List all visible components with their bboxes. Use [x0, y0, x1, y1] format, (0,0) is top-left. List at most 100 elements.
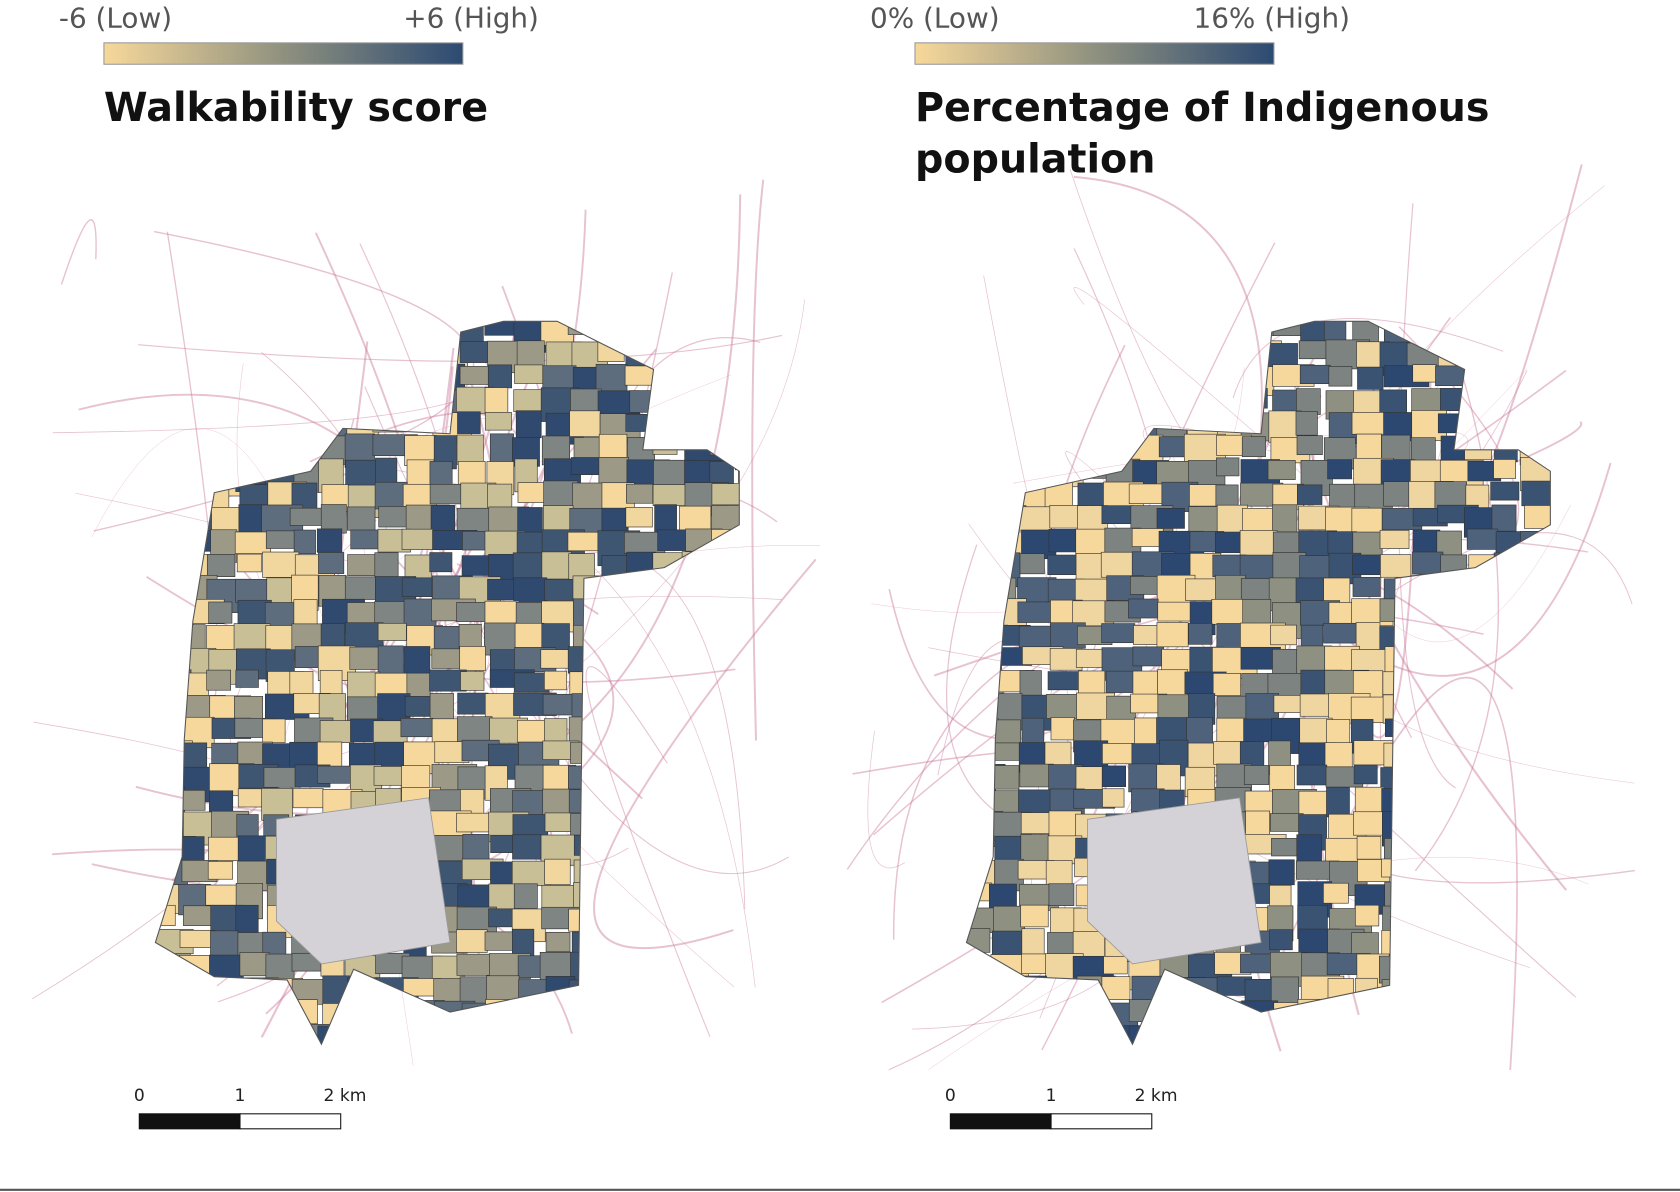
map-area [1467, 364, 1491, 384]
map-area [596, 883, 638, 917]
map-area [1438, 955, 1468, 991]
map-area [1493, 953, 1525, 979]
park-area [1087, 797, 1262, 965]
map-area [736, 858, 740, 894]
map-area [459, 646, 486, 671]
map-area [1520, 552, 1551, 581]
map-area [1490, 930, 1527, 949]
map-area [1490, 811, 1517, 841]
map-area [377, 341, 420, 372]
map-outline [154, 320, 740, 1046]
map-area [1407, 977, 1444, 998]
map-area [737, 1024, 740, 1045]
map-area [1492, 905, 1526, 937]
map-area [990, 458, 1023, 485]
map-area [1216, 457, 1240, 477]
map-area [1550, 696, 1551, 718]
map-area [1490, 366, 1514, 392]
map-area [1354, 786, 1385, 816]
map-area [655, 860, 700, 898]
map-area [1409, 790, 1451, 811]
map-area [600, 625, 633, 644]
map-area [373, 1000, 409, 1026]
map-area [992, 436, 1031, 469]
map-area [1467, 859, 1495, 882]
map-area [293, 341, 337, 376]
map-area [625, 507, 653, 528]
map-area [1548, 1048, 1582, 1077]
map-panel: 0% (Low) 16% (High) Percentage of Indigeno… [846, 1, 1635, 1130]
map-area [1077, 1023, 1111, 1045]
map-area [1101, 623, 1136, 644]
map-area [1380, 554, 1412, 578]
map-area [1158, 1002, 1188, 1029]
map-area [1157, 387, 1185, 409]
map-area [1186, 977, 1218, 997]
map-area [155, 436, 196, 471]
map-area [1101, 765, 1127, 788]
map-area [1325, 1024, 1371, 1044]
map-area [1466, 978, 1494, 1002]
map-area [1518, 977, 1551, 999]
map-area [184, 1049, 208, 1070]
map-area [544, 578, 576, 601]
map-area [1133, 342, 1162, 373]
map-area [238, 504, 266, 537]
map-area [1296, 834, 1322, 864]
map-area [1411, 884, 1454, 919]
map-area [233, 1001, 275, 1035]
map-area [1521, 386, 1551, 405]
map-area [1270, 624, 1297, 646]
map-area [1411, 388, 1442, 413]
map-area [401, 528, 434, 550]
map-area [625, 766, 662, 799]
map-area [262, 718, 286, 744]
map-area [1296, 1047, 1330, 1077]
map-area [457, 411, 481, 434]
map-area [1547, 435, 1551, 470]
map-area [155, 551, 193, 578]
map-area [1546, 860, 1551, 888]
map-area [487, 364, 512, 389]
map-area [966, 976, 1003, 1008]
map-area [1495, 531, 1537, 568]
map-area [1494, 601, 1524, 634]
map-area [1267, 460, 1296, 480]
map-area [514, 1001, 551, 1032]
map-area [155, 693, 182, 727]
map-area [627, 857, 664, 877]
map-area [205, 484, 230, 510]
map-area [1076, 341, 1105, 377]
map-area [1412, 1024, 1445, 1045]
map-area [1412, 551, 1444, 575]
map-area [741, 1048, 778, 1082]
map-area [1551, 905, 1587, 936]
map-area [320, 504, 347, 534]
map-area [1296, 435, 1323, 456]
map-area [567, 531, 600, 552]
road [1073, 287, 1321, 491]
park-area [276, 797, 451, 965]
map-area [656, 599, 682, 630]
map-area [625, 577, 663, 608]
map-area [155, 530, 177, 556]
map-area [1379, 1050, 1413, 1078]
map-area [1383, 481, 1412, 507]
map-area [1327, 459, 1353, 480]
map-area [711, 578, 738, 613]
map-area [651, 692, 682, 713]
map-area [1128, 483, 1163, 504]
map-area [1520, 531, 1551, 553]
map-area [1435, 907, 1479, 935]
map-area [484, 412, 512, 431]
map-area [711, 529, 735, 555]
map-area [1243, 718, 1273, 743]
map-area [295, 1051, 324, 1082]
map-area [1381, 979, 1408, 1013]
map-area [682, 975, 728, 1005]
map-area [1523, 412, 1549, 435]
map-area [966, 601, 990, 638]
map-area [628, 717, 665, 737]
map-area [1408, 813, 1432, 844]
